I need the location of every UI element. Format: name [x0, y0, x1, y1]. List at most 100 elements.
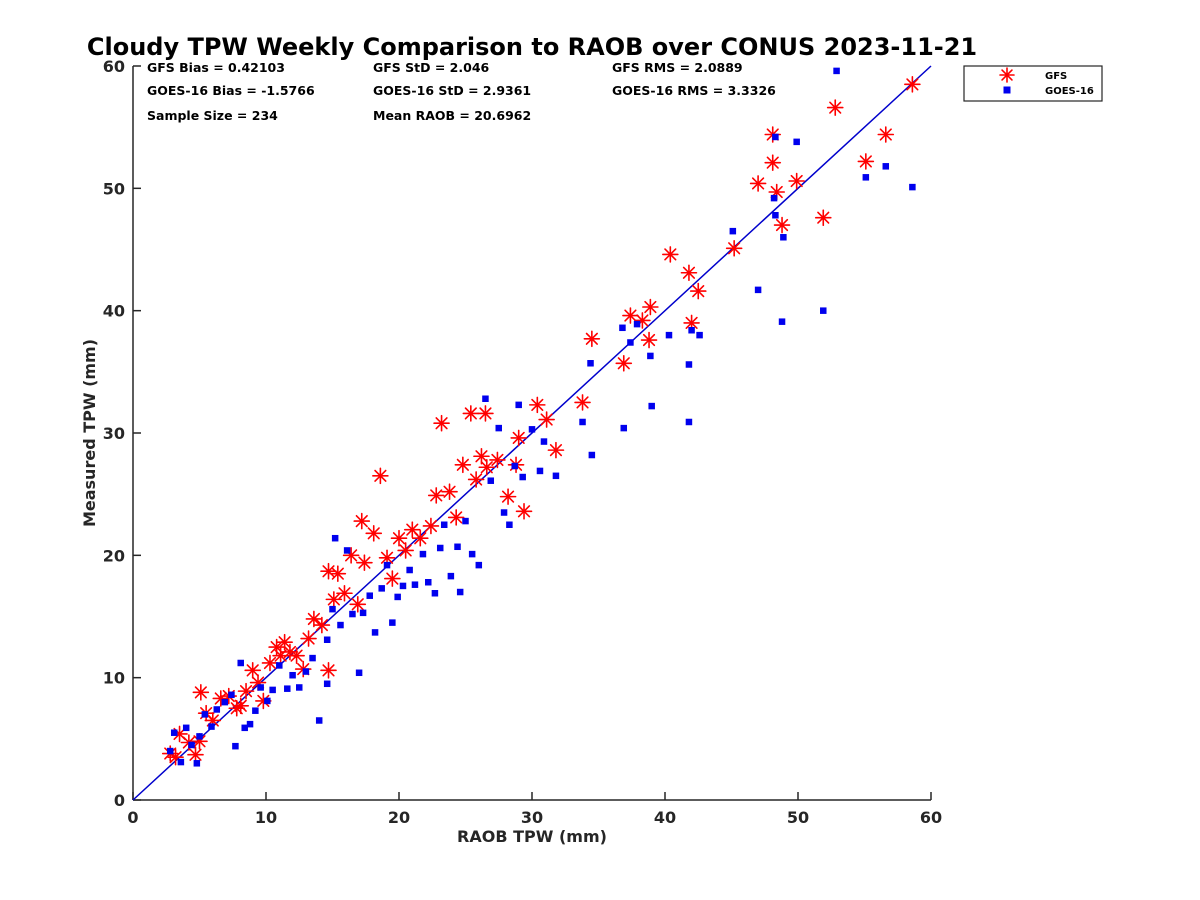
y-tick-label: 50: [103, 179, 125, 198]
gfs-point: [515, 502, 533, 520]
legend-goes16-marker: [1003, 86, 1011, 94]
goes16-point: [323, 680, 331, 688]
y-tick-label: 20: [103, 546, 125, 565]
gfs-point: [372, 467, 389, 485]
gfs-point: [397, 542, 414, 559]
goes16-point: [780, 234, 787, 241]
goes16-point: [627, 339, 634, 346]
goes16-point: [833, 67, 840, 75]
gfs-point: [300, 630, 317, 647]
goes16-point: [182, 724, 190, 732]
gfs-point: [441, 483, 458, 501]
gfs-point: [228, 699, 246, 717]
legend-goes16-symbol: [1003, 86, 1011, 94]
gfs-point: [187, 746, 204, 764]
gfs-point: [390, 529, 408, 547]
goes16-point: [389, 619, 396, 626]
one-to-one-line: [132, 65, 932, 801]
gfs-point: [478, 458, 496, 476]
gfs-point: [529, 396, 546, 414]
legend: GFS GOES-16: [963, 65, 1103, 102]
y-tick-label: 10: [103, 669, 125, 688]
gfs-point: [237, 682, 255, 700]
gfs-point: [365, 525, 383, 542]
goes16-point: [772, 211, 779, 219]
goes16-point: [770, 194, 778, 202]
goes16-point: [193, 760, 201, 767]
gfs-point: [356, 554, 373, 571]
goes16-point: [208, 723, 215, 730]
gfs-point: [574, 394, 591, 411]
goes16-point: [909, 183, 916, 191]
gfs-point: [680, 264, 698, 282]
gfs-point: [336, 584, 353, 602]
gfs-point: [411, 529, 429, 547]
goes16-point: [665, 331, 673, 339]
gfs-point: [725, 239, 743, 257]
x-ticks: 0 10 20 30 40 50 60: [127, 792, 942, 827]
goes16-point: [519, 473, 526, 481]
goes16-point: [447, 572, 455, 580]
gfs-point: [547, 441, 565, 459]
goes16-point: [454, 543, 461, 551]
x-tick-label: 10: [255, 808, 277, 827]
goes16-point: [540, 438, 548, 445]
gfs-point: [427, 487, 445, 504]
gfs-point: [320, 562, 337, 580]
goes16-point: [315, 717, 323, 724]
goes16-point: [506, 521, 513, 528]
goes16-point: [232, 742, 239, 750]
gfs-point: [261, 654, 279, 672]
x-tick-label: 60: [920, 808, 942, 827]
gfs-point: [313, 616, 331, 634]
goes16-point: [329, 605, 336, 613]
legend-goes16-label: GOES-16: [1045, 86, 1094, 97]
legend-gfs-marker: [999, 67, 1015, 83]
goes16-point: [284, 685, 291, 692]
gfs-point: [447, 509, 465, 526]
goes16-point: [425, 578, 432, 586]
goes16-point: [793, 138, 800, 146]
goes16-point: [323, 636, 331, 643]
gfs-point: [433, 414, 450, 432]
goes16-point: [528, 426, 536, 433]
goes16-point: [228, 691, 235, 699]
goes16-point: [406, 566, 413, 574]
gfs-point: [422, 517, 440, 535]
goes16-point: [419, 550, 427, 558]
gfs-point: [640, 331, 658, 349]
goes16-point: [685, 418, 693, 426]
goes16-point: [862, 174, 870, 181]
goes16-point: [289, 671, 296, 679]
gfs-point: [353, 512, 371, 530]
goes16-point: [331, 534, 339, 542]
goes16-point: [482, 395, 489, 402]
goes16-point: [588, 451, 596, 459]
stat-mean-raob: Mean RAOB = 20.6962: [373, 108, 531, 123]
goes16-point: [619, 324, 626, 332]
gfs-point: [904, 76, 921, 93]
goes16-point: [436, 544, 444, 552]
goes16-point: [378, 585, 385, 592]
x-tick-label: 50: [787, 808, 809, 827]
x-tick-label: 30: [521, 808, 543, 827]
stat-gfs-rms: GFS RMS = 2.0889: [612, 60, 743, 75]
goes16-point: [371, 629, 379, 636]
gfs-point: [384, 570, 401, 587]
goes16-point: [552, 472, 560, 480]
gfs-point: [583, 330, 601, 348]
gfs-point: [329, 565, 347, 582]
goes16-point: [772, 133, 779, 141]
goes16-point: [241, 724, 248, 732]
goes16-point: [355, 669, 363, 677]
gfs-point: [281, 643, 299, 661]
goes16-point: [633, 320, 641, 328]
goes16-point: [475, 561, 483, 569]
goes16-point: [500, 509, 508, 516]
goes16-point: [201, 711, 209, 718]
goes16-point: [495, 424, 502, 432]
gfs-point: [826, 99, 844, 116]
goes16-point: [177, 758, 185, 766]
gfs-point: [462, 405, 480, 422]
gfs-point: [615, 354, 633, 372]
